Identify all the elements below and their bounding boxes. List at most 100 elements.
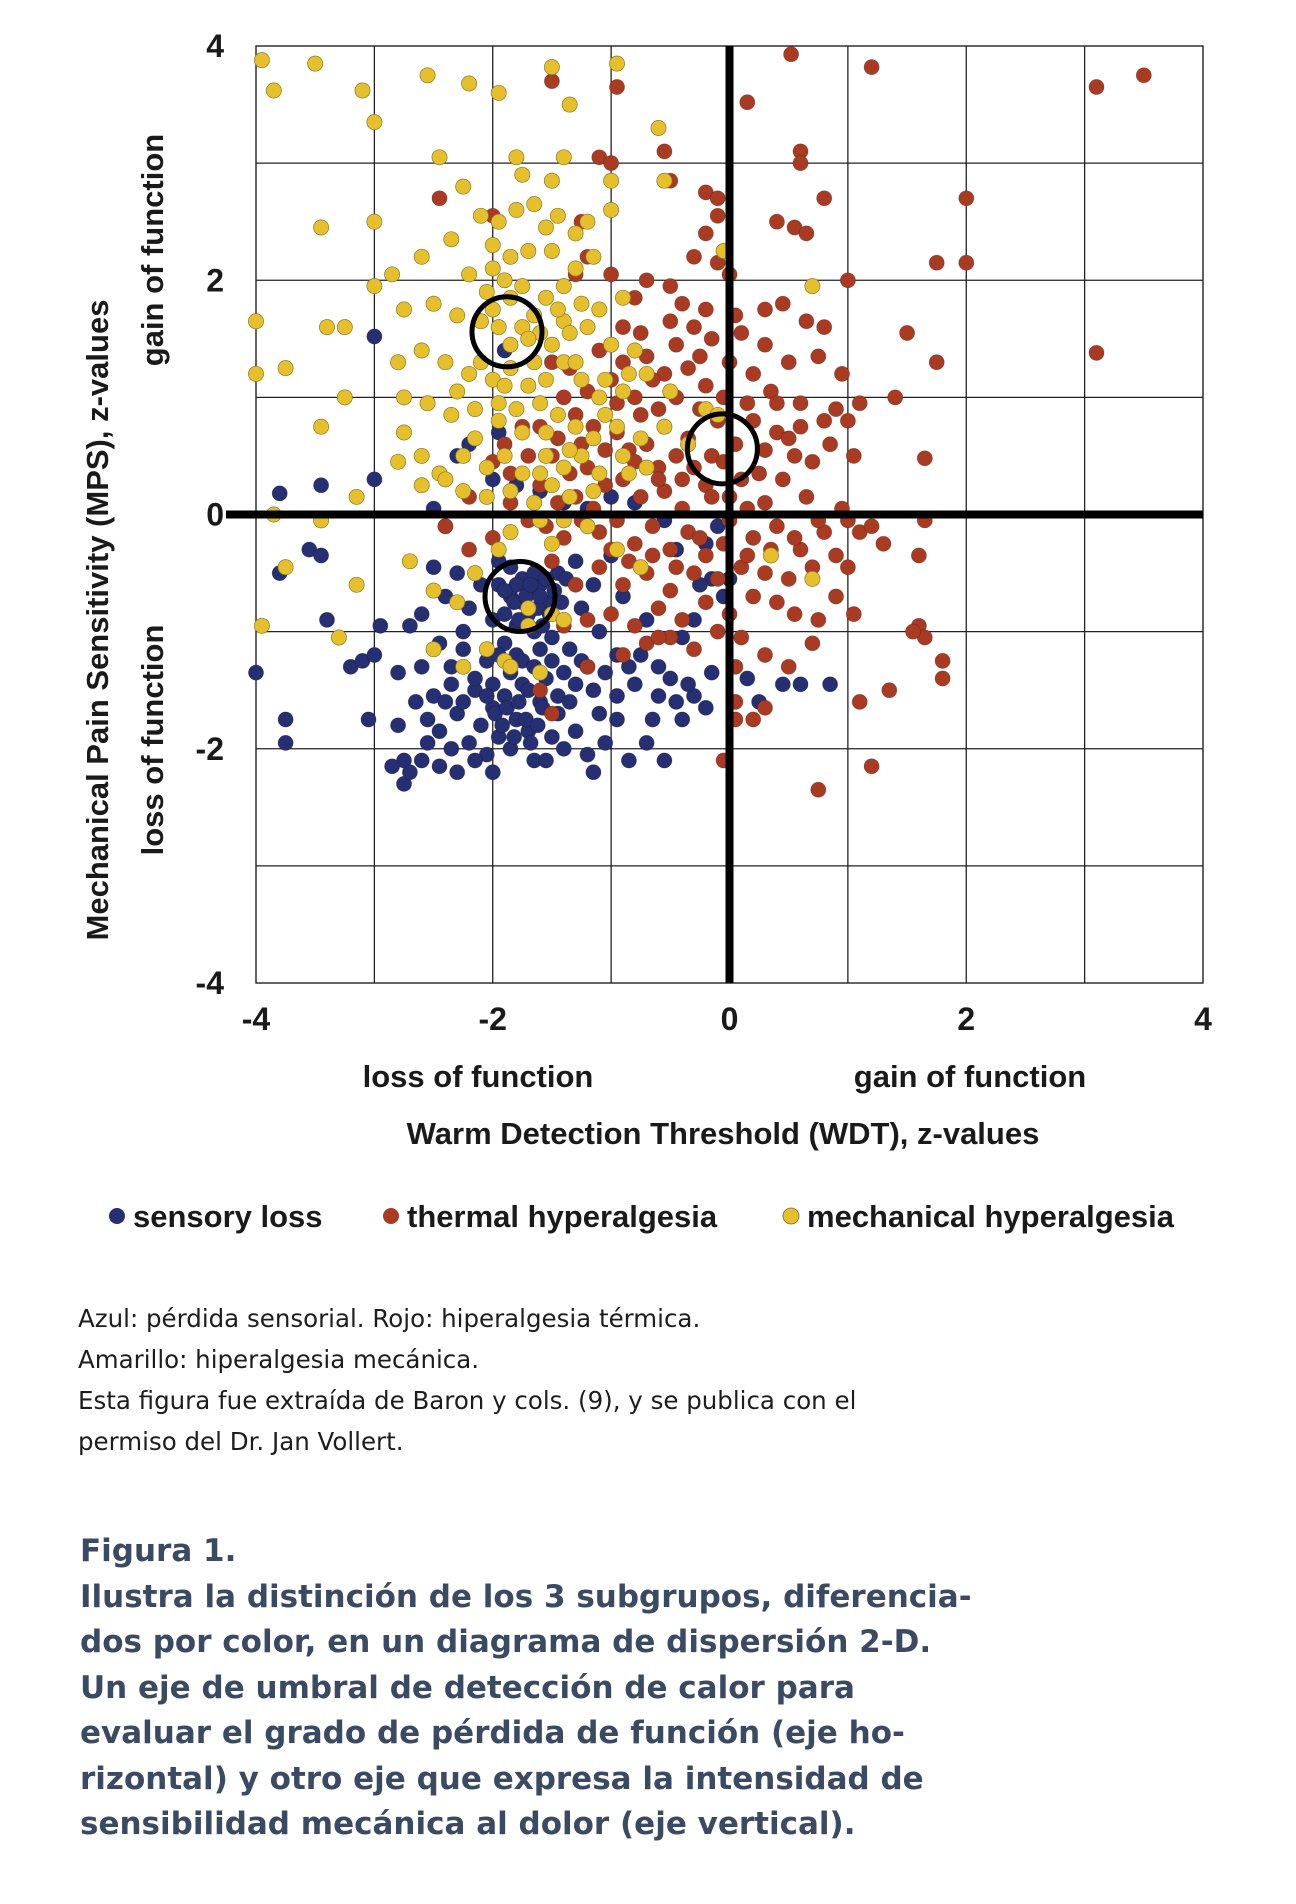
point-thermal-hyperalgesia: [697, 594, 714, 611]
point-mechanical-hyperalgesia: [603, 336, 620, 353]
point-mechanical-hyperalgesia: [490, 412, 507, 429]
point-mechanical-hyperalgesia: [561, 325, 578, 341]
point-thermal-hyperalgesia: [757, 647, 773, 663]
point-thermal-hyperalgesia: [650, 600, 667, 617]
point-thermal-hyperalgesia: [863, 59, 880, 76]
point-mechanical-hyperalgesia: [307, 55, 324, 72]
caption-line: permiso del Dr. Jan Vollert.: [78, 1427, 404, 1456]
x-axis-label: Warm Detection Threshold (WDT), z-values: [407, 1116, 1040, 1151]
point-mechanical-hyperalgesia: [532, 465, 549, 482]
point-mechanical-hyperalgesia: [520, 377, 537, 394]
point-mechanical-hyperalgesia: [502, 658, 519, 675]
point-mechanical-hyperalgesia: [425, 641, 442, 658]
point-thermal-hyperalgesia: [543, 73, 560, 90]
point-mechanical-hyperalgesia: [656, 172, 673, 189]
point-thermal-hyperalgesia: [745, 529, 762, 546]
point-thermal-hyperalgesia: [615, 647, 631, 663]
point-thermal-hyperalgesia: [839, 412, 856, 429]
point-thermal-hyperalgesia: [774, 471, 791, 488]
point-thermal-hyperalgesia: [555, 389, 572, 406]
point-mechanical-hyperalgesia: [437, 354, 454, 371]
point-mechanical-hyperalgesia: [561, 488, 578, 505]
point-thermal-hyperalgesia: [816, 412, 833, 429]
point-thermal-hyperalgesia: [786, 606, 803, 623]
point-mechanical-hyperalgesia: [413, 248, 430, 265]
point-sensory-loss: [449, 764, 466, 781]
point-mechanical-hyperalgesia: [413, 477, 430, 494]
point-mechanical-hyperalgesia: [461, 266, 478, 283]
point-mechanical-hyperalgesia: [478, 284, 495, 300]
point-thermal-hyperalgesia: [745, 588, 762, 605]
point-thermal-hyperalgesia: [863, 518, 880, 535]
point-thermal-hyperalgesia: [881, 682, 898, 699]
point-thermal-hyperalgesia: [757, 565, 773, 582]
point-sensory-loss: [419, 734, 436, 751]
point-mechanical-hyperalgesia: [496, 377, 513, 394]
legend-marker-mechanical-hyperalgesia: [782, 1207, 800, 1225]
point-sensory-loss: [455, 641, 472, 658]
point-sensory-loss: [555, 664, 572, 681]
point-thermal-hyperalgesia: [686, 319, 702, 336]
y-tick-label: -2: [196, 731, 224, 767]
point-mechanical-hyperalgesia: [555, 611, 572, 628]
point-sensory-loss: [467, 752, 483, 769]
point-mechanical-hyperalgesia: [591, 301, 608, 318]
point-thermal-hyperalgesia: [603, 266, 620, 283]
point-mechanical-hyperalgesia: [585, 483, 602, 500]
point-sensory-loss: [644, 711, 661, 728]
point-thermal-hyperalgesia: [662, 541, 679, 558]
point-mechanical-hyperalgesia: [561, 96, 578, 113]
point-thermal-hyperalgesia: [632, 406, 649, 423]
point-mechanical-hyperalgesia: [597, 371, 614, 388]
point-thermal-hyperalgesia: [686, 565, 702, 582]
point-sensory-loss: [443, 676, 460, 693]
point-thermal-hyperalgesia: [786, 447, 803, 464]
point-sensory-loss: [597, 664, 614, 681]
point-thermal-hyperalgesia: [626, 535, 643, 552]
x-tick-label: 4: [1194, 1001, 1212, 1037]
point-thermal-hyperalgesia: [757, 494, 773, 511]
point-sensory-loss: [472, 717, 489, 734]
point-thermal-hyperalgesia: [697, 225, 714, 242]
point-mechanical-hyperalgesia: [336, 319, 353, 336]
legend: sensory loss thermal hyperalgesia mechan…: [109, 1199, 1175, 1234]
point-mechanical-hyperalgesia: [632, 559, 649, 576]
point-thermal-hyperalgesia: [674, 295, 691, 312]
point-mechanical-hyperalgesia: [508, 149, 525, 166]
point-sensory-loss: [591, 705, 608, 722]
point-mechanical-hyperalgesia: [472, 207, 489, 224]
point-mechanical-hyperalgesia: [467, 430, 483, 447]
point-thermal-hyperalgesia: [632, 325, 649, 341]
point-mechanical-hyperalgesia: [319, 319, 335, 336]
highlight-circles: [469, 294, 760, 634]
point-mechanical-hyperalgesia: [336, 389, 353, 406]
point-mechanical-hyperalgesia: [437, 471, 454, 488]
point-thermal-hyperalgesia: [691, 529, 708, 546]
point-mechanical-hyperalgesia: [597, 406, 614, 423]
point-thermal-hyperalgesia: [768, 518, 785, 535]
point-mechanical-hyperalgesia: [490, 84, 507, 101]
point-thermal-hyperalgesia: [644, 518, 661, 535]
point-mechanical-hyperalgesia: [313, 219, 330, 236]
point-mechanical-hyperalgesia: [573, 295, 590, 312]
point-mechanical-hyperalgesia: [520, 243, 537, 259]
point-mechanical-hyperalgesia: [248, 313, 264, 330]
point-thermal-hyperalgesia: [691, 348, 708, 365]
point-sensory-loss: [543, 729, 560, 745]
point-thermal-hyperalgesia: [839, 272, 856, 289]
point-thermal-hyperalgesia: [816, 319, 833, 336]
point-sensory-loss: [419, 711, 436, 728]
point-thermal-hyperalgesia: [543, 705, 560, 722]
point-mechanical-hyperalgesia: [277, 559, 294, 576]
point-thermal-hyperalgesia: [697, 547, 714, 564]
point-sensory-loss: [277, 711, 294, 728]
point-mechanical-hyperalgesia: [526, 494, 543, 511]
point-thermal-hyperalgesia: [905, 623, 921, 640]
point-sensory-loss: [425, 559, 442, 576]
x-tick-label: -2: [479, 1001, 507, 1037]
point-thermal-hyperalgesia: [804, 635, 821, 652]
point-sensory-loss: [496, 606, 513, 623]
point-mechanical-hyperalgesia: [413, 342, 430, 359]
point-thermal-hyperalgesia: [567, 576, 584, 593]
point-mechanical-hyperalgesia: [603, 202, 620, 218]
